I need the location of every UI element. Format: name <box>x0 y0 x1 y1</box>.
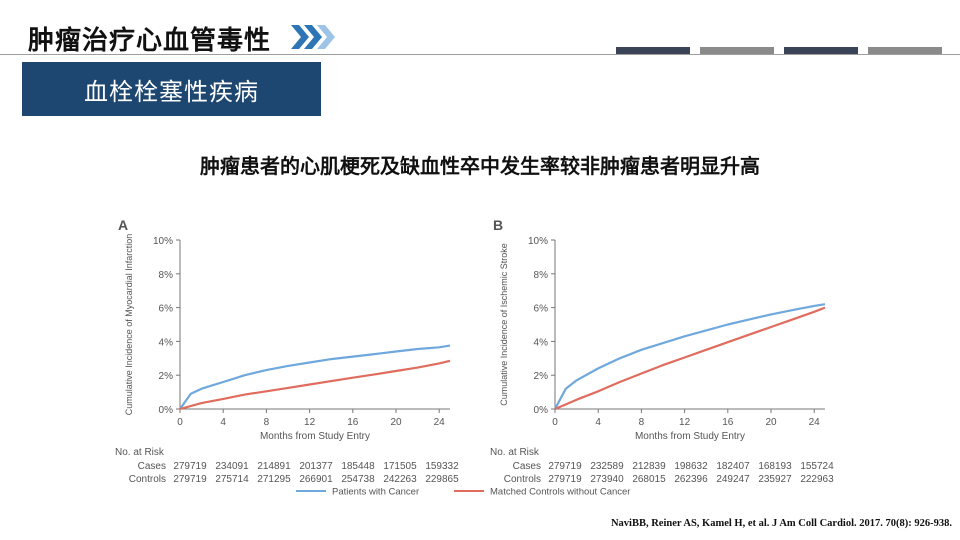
at-risk-row-label: Cases <box>138 461 166 472</box>
x-tick-label: 12 <box>304 417 316 428</box>
at-risk-value: 279719 <box>173 461 207 472</box>
at-risk-value: 201377 <box>299 461 333 472</box>
at-risk-value: 155724 <box>800 461 834 472</box>
x-tick-label: 4 <box>595 417 601 428</box>
chart-legend: Patients with Cancer Matched Controls wit… <box>296 487 630 498</box>
y-tick-label: 4% <box>534 337 549 348</box>
x-tick-label: 20 <box>765 417 777 428</box>
x-tick-label: 8 <box>264 417 270 428</box>
x-tick-label: 20 <box>390 417 402 428</box>
y-tick-label: 4% <box>159 337 174 348</box>
x-tick-label: 4 <box>220 417 226 428</box>
x-tick-label: 0 <box>552 417 558 428</box>
at-risk-value: 254738 <box>341 474 375 485</box>
section-title: 血栓栓塞性疾病 <box>84 77 259 106</box>
at-risk-value: 182407 <box>716 461 750 472</box>
decor-bar-4 <box>868 47 942 54</box>
x-tick-label: 24 <box>809 417 821 428</box>
at-risk-value: 268015 <box>632 474 666 485</box>
at-risk-value: 279719 <box>548 474 582 485</box>
section-banner: 血栓栓塞性疾病 <box>22 62 321 116</box>
at-risk-value: 266901 <box>299 474 333 485</box>
legend-label-cancer: Patients with Cancer <box>332 487 419 498</box>
panel-label: A <box>118 217 128 233</box>
x-tick-label: 24 <box>434 417 446 428</box>
at-risk-title: No. at Risk <box>115 447 165 458</box>
y-axis-title: Cumulative Incidence of Myocardial Infar… <box>124 234 134 416</box>
at-risk-value: 232589 <box>590 461 624 472</box>
at-risk-value: 279719 <box>548 461 582 472</box>
at-risk-row-label: Controls <box>129 474 166 485</box>
at-risk-row-label: Cases <box>513 461 541 472</box>
x-tick-label: 16 <box>347 417 359 428</box>
incidence-charts: A 0% 2% 4% 6% 8% 10% 0 4 8 12 16 20 24 Months from Stu… <box>115 217 834 498</box>
at-risk-value: 159332 <box>425 461 459 472</box>
at-risk-value: 212839 <box>632 461 666 472</box>
y-tick-label: 10% <box>528 236 548 247</box>
decor-bar-2 <box>700 47 774 54</box>
x-tick-label: 0 <box>177 417 183 428</box>
chart-panel-a: A 0% 2% 4% 6% 8% 10% 0 4 8 12 16 20 24 Months from Stu… <box>115 217 459 485</box>
at-risk-value: 279719 <box>173 474 207 485</box>
series-line-cancer <box>554 303 826 410</box>
at-risk-value: 235927 <box>758 474 792 485</box>
chart-panel-b: B 0% 2% 4% 6% 8% 10% 0 4 8 12 16 20 24 Months from Stu… <box>490 217 834 485</box>
at-risk-value: 198632 <box>674 461 708 472</box>
slide-subtitle: 肿瘤患者的心肌梗死及缺血性卒中发生率较非肿瘤患者明显升高 <box>200 154 760 178</box>
header-divider <box>0 54 960 55</box>
y-tick-label: 0% <box>534 405 549 416</box>
decor-bar-1 <box>616 47 690 54</box>
x-axis-title: Months from Study Entry <box>260 431 370 442</box>
chevron-right-icon <box>291 25 335 49</box>
x-tick-label: 16 <box>722 417 734 428</box>
at-risk-value: 273940 <box>590 474 624 485</box>
x-tick-label: 12 <box>679 417 691 428</box>
y-tick-label: 8% <box>159 270 174 281</box>
y-tick-label: 6% <box>534 304 549 315</box>
header-title: 肿瘤治疗心血管毒性 <box>28 26 272 56</box>
at-risk-value: 185448 <box>341 461 375 472</box>
at-risk-value: 249247 <box>716 474 750 485</box>
at-risk-value: 168193 <box>758 461 792 472</box>
at-risk-value: 171505 <box>383 461 417 472</box>
at-risk-value: 222963 <box>800 474 834 485</box>
at-risk-value: 271295 <box>257 474 291 485</box>
y-tick-label: 2% <box>159 371 174 382</box>
series-line-controls <box>179 359 451 411</box>
legend-label-controls: Matched Controls without Cancer <box>490 487 630 498</box>
y-tick-label: 10% <box>153 236 173 247</box>
citation: NaviBB, Reiner AS, Kamel H, et al. J Am … <box>610 518 952 529</box>
x-tick-label: 8 <box>639 417 645 428</box>
at-risk-value: 234091 <box>215 461 249 472</box>
y-tick-label: 2% <box>534 371 549 382</box>
panel-label: B <box>493 217 503 233</box>
y-axis-title: Cumulative Incidence of Ischemic Stroke <box>499 243 509 406</box>
series-line-cancer <box>179 344 451 410</box>
at-risk-value: 229865 <box>425 474 459 485</box>
decor-bar-3 <box>784 47 858 54</box>
at-risk-value: 242263 <box>383 474 417 485</box>
y-tick-label: 8% <box>534 270 549 281</box>
series-line-controls <box>554 306 826 411</box>
at-risk-title: No. at Risk <box>490 447 540 458</box>
y-tick-label: 6% <box>159 304 174 315</box>
at-risk-value: 262396 <box>674 474 708 485</box>
at-risk-value: 275714 <box>215 474 249 485</box>
y-tick-label: 0% <box>159 405 174 416</box>
x-axis-title: Months from Study Entry <box>635 431 745 442</box>
at-risk-row-label: Controls <box>504 474 541 485</box>
at-risk-value: 214891 <box>257 461 291 472</box>
